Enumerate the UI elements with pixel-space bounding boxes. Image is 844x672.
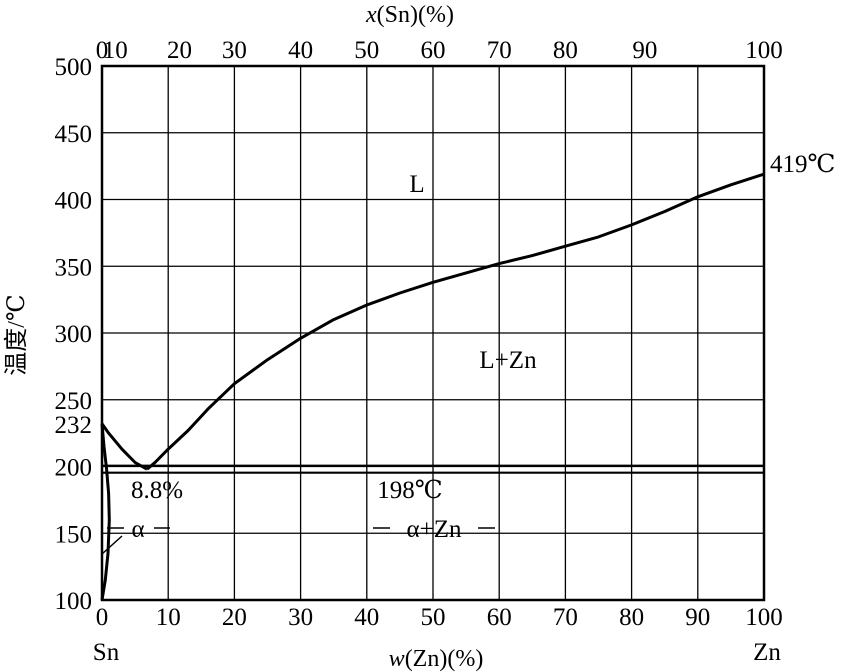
zn-liquidus-line bbox=[146, 172, 765, 471]
y-axis-title: 温度/℃ bbox=[3, 294, 30, 376]
y-tick-label: 100 bbox=[55, 588, 93, 615]
liquid-region-label: L bbox=[409, 171, 424, 198]
x-tick-label: 10 bbox=[156, 604, 181, 631]
top-tick-label: 100 bbox=[745, 37, 783, 64]
y-tick-label: 350 bbox=[55, 254, 93, 281]
y-tick-label: 500 bbox=[55, 54, 93, 81]
x-tick-label: 0 bbox=[96, 604, 109, 631]
liquid-zinc-region-label: L+Zn bbox=[479, 347, 537, 374]
x-tick-label: 30 bbox=[288, 604, 313, 631]
svg-text:α+Zn: α+Zn bbox=[407, 516, 462, 543]
alpha-solvus-line bbox=[100, 423, 111, 601]
y-tick-label: 150 bbox=[55, 521, 93, 548]
top-tick-label: 10 bbox=[103, 37, 128, 64]
top-tick-label: 30 bbox=[222, 37, 247, 64]
y-tick-label-232: 232 bbox=[55, 412, 93, 439]
top-tick-label: 0 bbox=[96, 37, 109, 64]
x-tick-label: 50 bbox=[421, 604, 446, 631]
x-tick-label: 100 bbox=[745, 604, 783, 631]
tick-labels: 0 10 20 30 40 50 60 70 80 90 100100150200250300350… bbox=[55, 37, 783, 631]
alpha-pointer-line bbox=[101, 535, 123, 555]
alpha-zinc-region-label: α+Zn bbox=[373, 516, 495, 543]
top-tick-label: 20 bbox=[167, 37, 192, 64]
y-tick-label: 200 bbox=[55, 455, 93, 482]
sn-end-label: Sn bbox=[93, 639, 120, 666]
top-axis-title: x(Sn)(%) bbox=[365, 2, 454, 28]
top-tick-label: 40 bbox=[288, 37, 313, 64]
y-tick-label: 300 bbox=[55, 321, 93, 348]
x-tick-label: 20 bbox=[222, 604, 247, 631]
x-tick-label: 40 bbox=[354, 604, 379, 631]
top-tick-label: 60 bbox=[421, 37, 446, 64]
zinc-melting-point-label: 419℃ bbox=[770, 151, 835, 178]
y-tick-label: 450 bbox=[55, 121, 93, 148]
zn-end-label: Zn bbox=[753, 639, 781, 666]
top-tick-label: 90 bbox=[632, 37, 657, 64]
alpha-region-label: α bbox=[107, 516, 170, 543]
eutectic-composition-label: 8.8% bbox=[131, 477, 183, 504]
top-tick-label: 50 bbox=[354, 37, 379, 64]
top-tick-label: 80 bbox=[553, 37, 578, 64]
y-tick-label: 400 bbox=[55, 188, 93, 215]
top-tick-label: 70 bbox=[487, 37, 512, 64]
phase-boundaries bbox=[100, 172, 765, 601]
sn-liquidus-line bbox=[100, 422, 148, 471]
plot-frame bbox=[100, 64, 766, 602]
x-tick-label: 60 bbox=[487, 604, 512, 631]
y-tick-label: 250 bbox=[55, 388, 93, 415]
x-tick-label: 70 bbox=[553, 604, 578, 631]
x-tick-label: 80 bbox=[619, 604, 644, 631]
svg-text:α: α bbox=[131, 516, 144, 543]
x-tick-label: 90 bbox=[685, 604, 710, 631]
bottom-axis-title: w(Zn)(%) bbox=[389, 646, 484, 672]
eutectic-temperature-label: 198℃ bbox=[377, 477, 442, 504]
